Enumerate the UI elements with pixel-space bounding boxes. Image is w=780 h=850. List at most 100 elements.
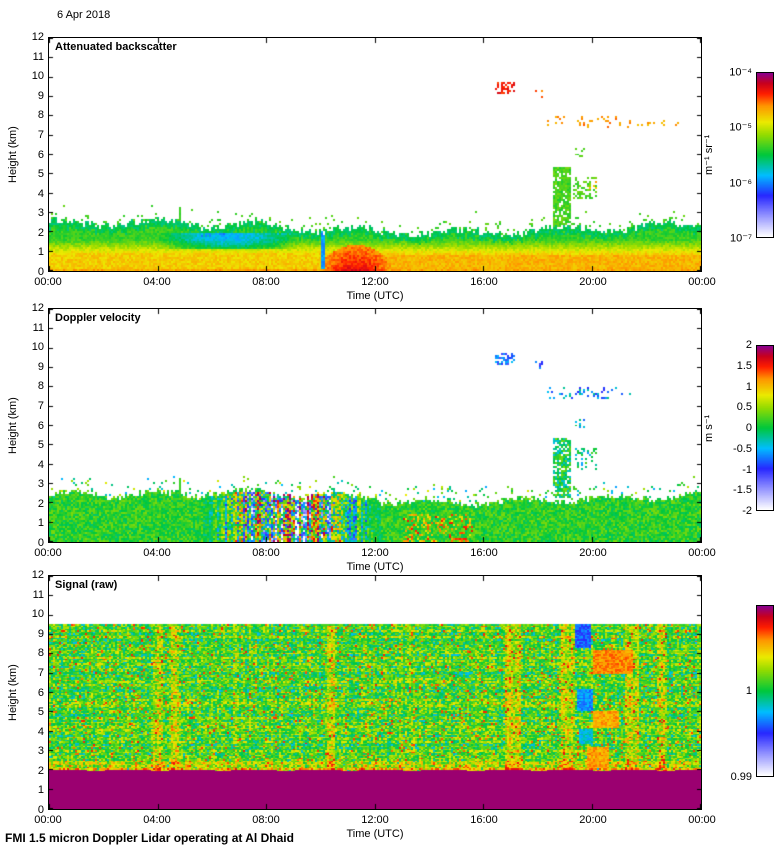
x-tick-label: 00:00 <box>688 814 716 826</box>
colorbar-gradient <box>756 605 774 777</box>
colorbar-tick-label: 10⁻⁷ <box>729 232 752 245</box>
x-axis-label: Time (UTC) <box>346 561 404 573</box>
y-tick-label: 9 <box>37 360 44 373</box>
y-tick-label: 10 <box>31 608 44 621</box>
colorbar-tick-label: -1 <box>742 463 752 476</box>
colorbar-tick-label: 2 <box>745 339 752 351</box>
y-tick-label: 12 <box>31 569 44 581</box>
y-tick-label: 1 <box>37 517 44 530</box>
colorbar-tick-label: 0.99 <box>730 771 752 783</box>
y-tick-label: 6 <box>37 148 44 161</box>
signal-heatmap <box>49 576 701 809</box>
velocity-heatmap <box>49 309 701 542</box>
x-tick-label: 16:00 <box>470 814 498 826</box>
colorbar-tick-label: -2 <box>742 505 752 517</box>
colorbar-tick-label: 10⁻⁶ <box>729 177 752 190</box>
y-tick-label: 11 <box>32 588 44 601</box>
y-tick-label: 7 <box>37 128 44 141</box>
plot-area-velocity: Doppler velocity <box>48 308 702 543</box>
y-tick-label: 7 <box>37 399 44 412</box>
colorbar-tick-label: 0 <box>745 422 752 434</box>
y-tick-label: 3 <box>37 745 44 758</box>
x-tick-label: 08:00 <box>252 276 280 288</box>
colorbar-tick-labels: 1 0.99 <box>704 605 752 783</box>
x-tick-label: 08:00 <box>252 814 280 826</box>
x-tick-label: 00:00 <box>34 814 62 826</box>
panel-title: Signal (raw) <box>55 579 118 591</box>
y-tick-label: 2 <box>37 764 44 777</box>
x-tick-label: 20:00 <box>579 814 607 826</box>
colorbar-tick-label: 1 <box>745 685 752 697</box>
colorbar-tick-label: 1 <box>745 380 752 393</box>
date-label: 6 Apr 2018 <box>57 9 111 21</box>
colorbar-tick-label: 10⁻⁵ <box>729 121 752 134</box>
y-tick-label: 1 <box>37 784 44 797</box>
colorbar-velocity: m s⁻¹ 2 1.5 1 0.5 0 -0.5 -1 -1.5 -2 <box>700 339 774 517</box>
y-tick-labels: 0 1 2 3 4 5 6 7 8 9 10 11 12 <box>0 302 44 549</box>
y-tick-label: 9 <box>37 627 44 640</box>
y-tick-label: 3 <box>37 207 44 220</box>
x-tick-label: 16:00 <box>470 276 498 288</box>
y-tick-label: 5 <box>37 168 44 181</box>
y-tick-label: 8 <box>37 380 44 393</box>
x-tick-label: 00:00 <box>688 276 716 288</box>
colorbar-backscatter: m⁻¹ sr⁻¹ 10⁻⁴ 10⁻⁵ 10⁻⁶ 10⁻⁷ <box>700 67 774 245</box>
y-tick-label: 4 <box>37 187 44 200</box>
y-tick-label: 4 <box>37 458 44 471</box>
colorbar-tick-label: 0.5 <box>736 401 752 414</box>
colorbar-gradient <box>756 72 774 238</box>
colorbar-tick-label: -0.5 <box>733 442 752 455</box>
x-tick-labels: 00:00 04:00 08:00 12:00 16:00 20:00 00:00 <box>34 547 716 560</box>
y-tick-label: 8 <box>37 109 44 122</box>
y-tick-label: 2 <box>37 226 44 239</box>
y-tick-label: 0 <box>37 266 44 278</box>
footer-caption: FMI 1.5 micron Doppler Lidar operating a… <box>5 831 294 845</box>
x-tick-label: 04:00 <box>143 547 171 559</box>
y-tick-label: 1 <box>37 246 44 259</box>
colorbar-gradient <box>756 345 774 511</box>
y-tick-labels: 0 1 2 3 4 5 6 7 8 9 10 11 12 <box>0 31 44 278</box>
x-tick-label: 00:00 <box>34 276 62 288</box>
x-tick-label: 12:00 <box>361 814 389 826</box>
panel-signal: Height (km) 0 1 2 3 4 5 6 7 8 9 10 11 12 Signal (raw… <box>0 569 780 845</box>
y-tick-label: 6 <box>37 686 44 699</box>
x-tick-label: 16:00 <box>470 547 498 559</box>
y-tick-label: 11 <box>32 50 44 63</box>
colorbar-signal: 1 0.99 <box>700 605 774 783</box>
colorbar-tick-labels: 10⁻⁴ 10⁻⁵ 10⁻⁶ 10⁻⁷ <box>704 67 752 245</box>
x-tick-label: 00:00 <box>34 547 62 559</box>
x-tick-labels: 00:00 04:00 08:00 12:00 16:00 20:00 00:00 <box>34 276 716 289</box>
colorbar-tick-label: 1.5 <box>736 359 752 372</box>
y-tick-label: 6 <box>37 419 44 432</box>
y-tick-label: 12 <box>31 302 44 314</box>
y-tick-label: 11 <box>32 321 44 334</box>
y-tick-labels: 0 1 2 3 4 5 6 7 8 9 10 11 12 <box>0 569 44 816</box>
x-tick-label: 04:00 <box>143 276 171 288</box>
plot-area-signal: Signal (raw) <box>48 575 702 810</box>
x-tick-label: 12:00 <box>361 547 389 559</box>
x-tick-labels: 00:00 04:00 08:00 12:00 16:00 20:00 00:00 <box>34 814 716 827</box>
colorbar-tick-label: -1.5 <box>733 484 752 497</box>
y-tick-label: 8 <box>37 647 44 660</box>
panel-title: Doppler velocity <box>55 312 141 324</box>
y-tick-label: 5 <box>37 706 44 719</box>
y-tick-label: 12 <box>31 31 44 43</box>
colorbar-tick-label: 10⁻⁴ <box>729 66 752 79</box>
panel-title: Attenuated backscatter <box>55 41 177 53</box>
panel-velocity: Height (km) 0 1 2 3 4 5 6 7 8 9 10 11 12 Doppler vel… <box>0 302 780 578</box>
y-tick-label: 7 <box>37 666 44 679</box>
y-tick-label: 3 <box>37 478 44 491</box>
plot-area-backscatter: Attenuated backscatter <box>48 37 702 272</box>
y-tick-label: 0 <box>37 537 44 549</box>
x-tick-label: 08:00 <box>252 547 280 559</box>
x-axis-label: Time (UTC) <box>346 828 404 840</box>
y-tick-label: 10 <box>31 341 44 354</box>
y-tick-label: 10 <box>31 70 44 83</box>
x-tick-label: 20:00 <box>579 276 607 288</box>
y-tick-label: 0 <box>37 804 44 816</box>
x-tick-label: 12:00 <box>361 276 389 288</box>
x-tick-label: 04:00 <box>143 814 171 826</box>
colorbar-tick-labels: 2 1.5 1 0.5 0 -0.5 -1 -1.5 -2 <box>704 339 752 517</box>
x-tick-label: 00:00 <box>688 547 716 559</box>
